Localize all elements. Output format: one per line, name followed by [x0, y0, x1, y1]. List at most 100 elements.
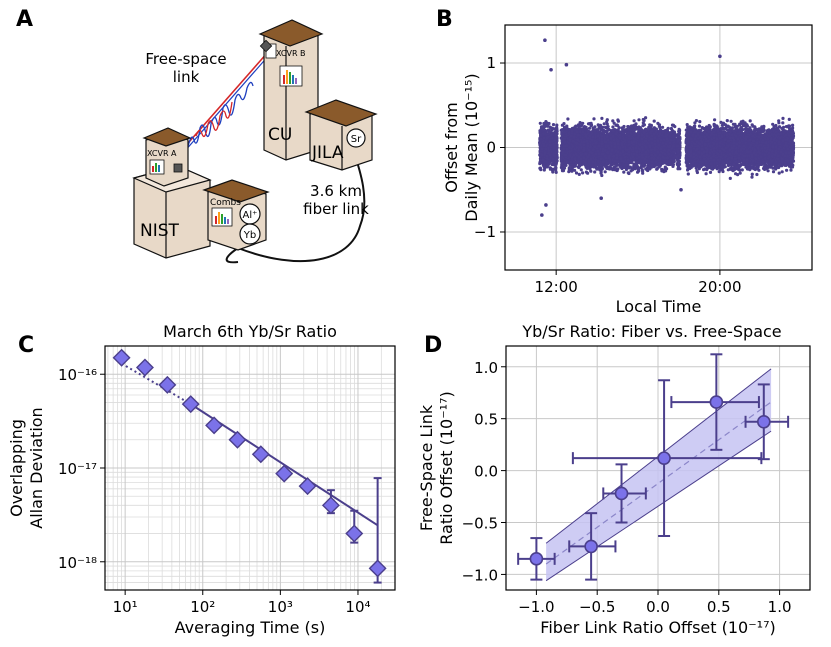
- combs-label: Combs: [210, 198, 241, 208]
- building-cu: [258, 19, 324, 161]
- jila-label: JILA: [311, 143, 344, 163]
- scatter-point: [548, 153, 552, 157]
- scatter-point: [546, 146, 550, 151]
- scatter-point: [666, 126, 670, 130]
- y-tick-label: −1: [474, 223, 496, 241]
- scatter-point: [636, 166, 640, 170]
- scatter-point: [548, 143, 552, 147]
- scatter-point: [616, 167, 620, 171]
- scatter-point: [599, 170, 603, 174]
- scatter-point: [545, 154, 549, 158]
- scatter-point: [632, 119, 636, 123]
- scatter-point: [609, 166, 613, 170]
- scatter-point: [542, 144, 546, 148]
- building-combs: [202, 179, 270, 251]
- scatter-point: [544, 144, 548, 148]
- scatter-point: [551, 160, 556, 164]
- scatter-point: [539, 137, 543, 141]
- scatter-point: [626, 125, 630, 129]
- scatter-point: [593, 170, 597, 174]
- scatter-point: [661, 125, 665, 129]
- scatter-point: [554, 160, 558, 164]
- scatter-point: [584, 170, 589, 174]
- scatter-point: [547, 121, 551, 126]
- scatter-point: [566, 117, 570, 121]
- scatter-point: [551, 123, 556, 127]
- scatter-point: [538, 166, 542, 170]
- scatter-point: [637, 118, 641, 122]
- scatter-point: [564, 163, 568, 167]
- scatter-point: [549, 126, 553, 130]
- scatter-point: [617, 126, 621, 130]
- scatter-point: [554, 141, 558, 145]
- scatter-point: [579, 168, 583, 172]
- scatter-point: [581, 171, 585, 175]
- scatter-point: [560, 161, 564, 166]
- scatter-point: [538, 158, 543, 162]
- scatter-point: [548, 160, 552, 164]
- scatter-point: [542, 164, 546, 168]
- y-tick-label: 1: [486, 54, 496, 72]
- scatter-point: [573, 168, 577, 172]
- scatter-point: [543, 151, 547, 155]
- scatter-point: [540, 153, 544, 157]
- scatter-point: [648, 123, 652, 127]
- x-tick-label: 12:00: [535, 278, 578, 296]
- free-space-link-label-2: link: [173, 68, 200, 86]
- scatter-point: [553, 154, 557, 158]
- scatter-point: [605, 118, 609, 122]
- scatter-point: [644, 116, 648, 120]
- building-jila: [304, 99, 378, 171]
- scatter-point: [655, 167, 659, 171]
- scatter-point: [611, 125, 615, 129]
- scatter-point: [577, 172, 581, 176]
- scatter-point: [540, 147, 544, 151]
- scatter-point: [602, 122, 606, 126]
- cu-label: CU: [268, 125, 292, 145]
- panel-letter-b: B: [436, 7, 453, 32]
- scatter-point: [554, 151, 558, 155]
- scatter-point: [603, 125, 608, 129]
- fiber-cable-stub: [225, 247, 239, 264]
- scatter-point: [542, 136, 546, 140]
- scatter-point: [551, 157, 555, 161]
- scatter-point: [554, 170, 558, 174]
- tower-xcvr-a: [142, 127, 192, 187]
- scatter-point: [654, 127, 659, 131]
- scatter-point: [555, 127, 559, 131]
- scatter-point: [555, 135, 559, 139]
- scatter-point: [552, 146, 556, 150]
- fiber-link-label-2: fiber link: [303, 200, 369, 218]
- scatter-point: [553, 138, 557, 142]
- scatter-point: [627, 165, 631, 170]
- free-space-beam: [181, 51, 271, 153]
- scatter-point: [546, 135, 551, 139]
- scatter-point: [578, 121, 582, 125]
- scatter-point: [538, 121, 542, 125]
- scatter-point: [615, 123, 619, 127]
- scatter-point: [542, 128, 546, 132]
- scatter-point: [546, 163, 550, 167]
- scatter-point: [622, 160, 626, 164]
- scatter-point: [652, 119, 656, 123]
- scatter-point: [538, 141, 542, 145]
- scatter-point: [550, 168, 555, 172]
- scatter-cloud: [538, 116, 796, 180]
- scatter-point: [622, 170, 626, 174]
- scatter-point: [567, 170, 571, 174]
- scatter-point: [673, 125, 677, 129]
- scatter-point: [592, 117, 596, 121]
- nist-label: NIST: [140, 221, 180, 241]
- scatter-point: [586, 129, 591, 133]
- scatter-point: [574, 171, 579, 175]
- scatter-point: [616, 119, 621, 123]
- scatter-point: [555, 147, 559, 151]
- panel-letter-a: A: [16, 7, 33, 32]
- scatter-point: [658, 128, 662, 132]
- scatter-point: [539, 133, 543, 137]
- scatter-point: [542, 124, 546, 128]
- yb-label: Yb: [243, 230, 256, 241]
- scatter-point: [615, 163, 619, 167]
